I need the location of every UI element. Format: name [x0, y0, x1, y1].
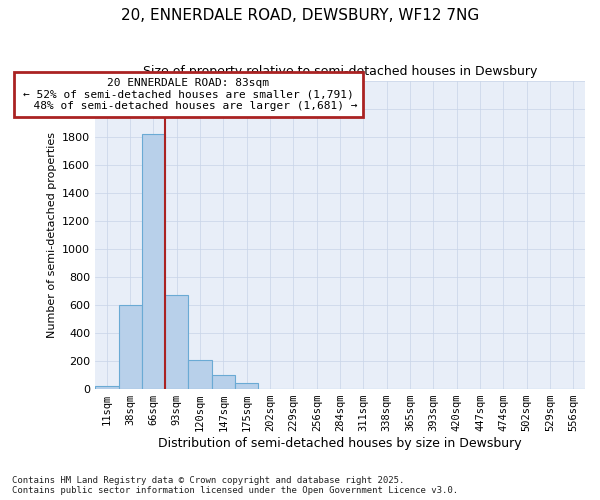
Title: Size of property relative to semi-detached houses in Dewsbury: Size of property relative to semi-detach…	[143, 65, 537, 78]
X-axis label: Distribution of semi-detached houses by size in Dewsbury: Distribution of semi-detached houses by …	[158, 437, 522, 450]
Bar	[165, 295, 188, 389]
Text: Contains HM Land Registry data © Crown copyright and database right 2025.
Contai: Contains HM Land Registry data © Crown c…	[12, 476, 458, 495]
Text: 20, ENNERDALE ROAD, DEWSBURY, WF12 7NG: 20, ENNERDALE ROAD, DEWSBURY, WF12 7NG	[121, 8, 479, 22]
Bar	[188, 360, 212, 389]
Text: 20 ENNERDALE ROAD: 83sqm
← 52% of semi-detached houses are smaller (1,791)
  48%: 20 ENNERDALE ROAD: 83sqm ← 52% of semi-d…	[20, 78, 357, 111]
Bar	[142, 134, 165, 389]
Bar	[119, 305, 142, 389]
Bar	[95, 386, 119, 389]
Bar	[235, 383, 259, 389]
Bar	[212, 375, 235, 389]
Y-axis label: Number of semi-detached properties: Number of semi-detached properties	[47, 132, 56, 338]
